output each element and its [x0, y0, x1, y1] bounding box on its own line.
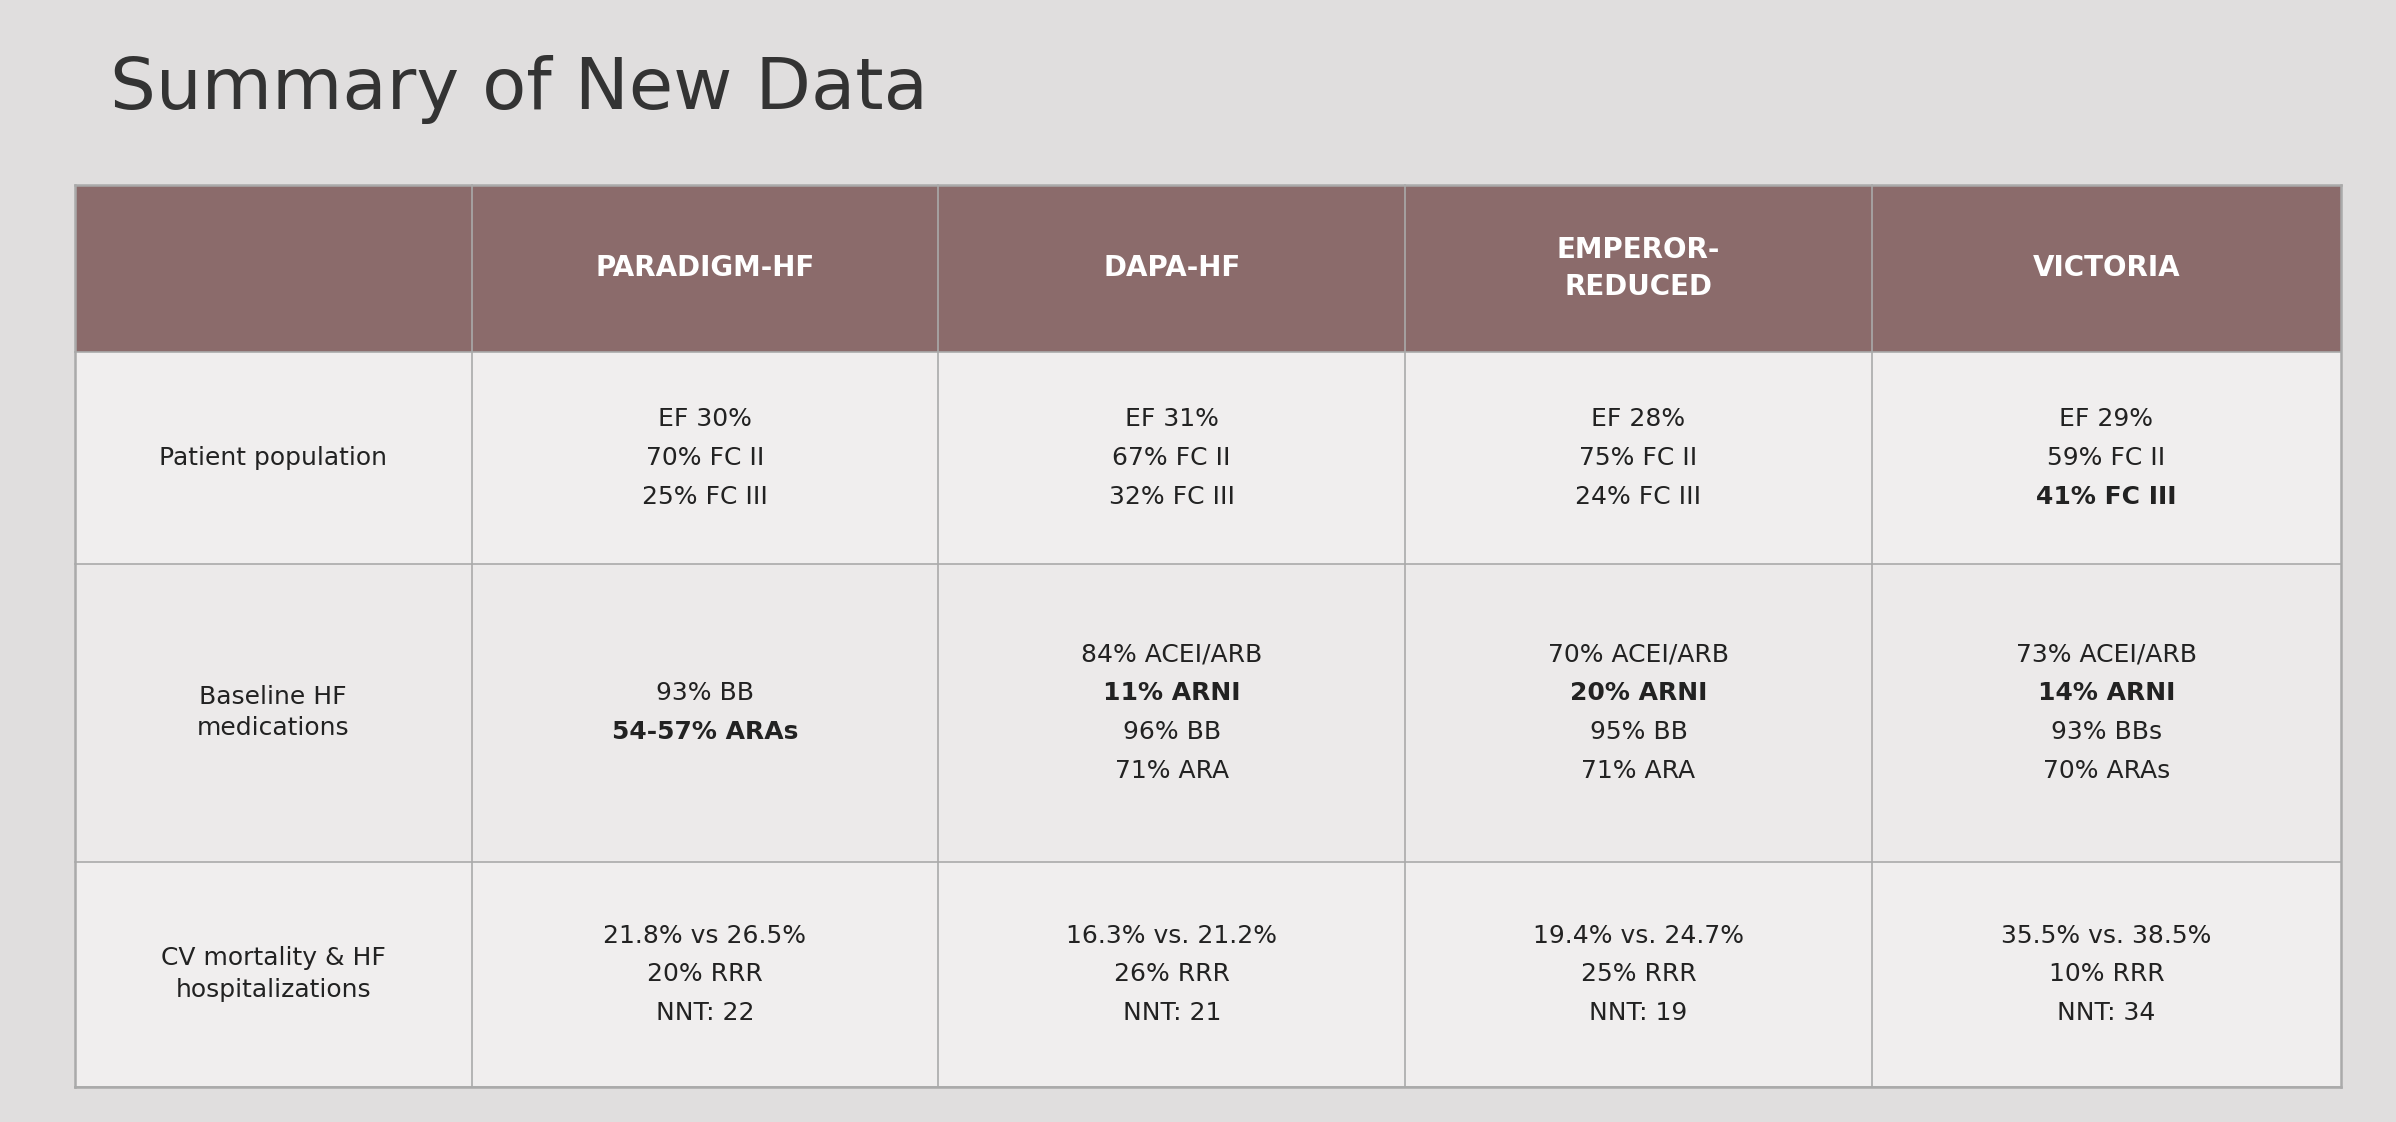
Text: 35.5% vs. 38.5%: 35.5% vs. 38.5%: [2001, 923, 2212, 947]
Text: 21.8% vs 26.5%: 21.8% vs 26.5%: [604, 923, 807, 947]
Text: 20% RRR: 20% RRR: [647, 963, 762, 986]
Text: DAPA-HF: DAPA-HF: [1102, 255, 1241, 283]
Bar: [74, 564, 2341, 862]
Text: 71% ARA: 71% ARA: [1581, 758, 1696, 783]
Text: 95% BB: 95% BB: [1589, 720, 1687, 744]
Text: 25% FC III: 25% FC III: [642, 485, 767, 508]
Text: Summary of New Data: Summary of New Data: [110, 55, 927, 125]
Text: 96% BB: 96% BB: [1124, 720, 1222, 744]
Text: CV mortality & HF
hospitalizations: CV mortality & HF hospitalizations: [161, 947, 386, 1002]
Text: 11% ARNI: 11% ARNI: [1102, 681, 1241, 706]
Text: EMPEROR-
REDUCED: EMPEROR- REDUCED: [1557, 236, 1720, 301]
Text: 73% ACEI/ARB: 73% ACEI/ARB: [2015, 643, 2197, 666]
Text: EF 31%: EF 31%: [1124, 407, 1220, 431]
Text: 54-57% ARAs: 54-57% ARAs: [611, 720, 798, 744]
Text: 24% FC III: 24% FC III: [1577, 485, 1701, 508]
Text: EF 29%: EF 29%: [2061, 407, 2154, 431]
Text: Baseline HF
medications: Baseline HF medications: [196, 684, 350, 741]
Text: EF 28%: EF 28%: [1591, 407, 1687, 431]
Text: 19.4% vs. 24.7%: 19.4% vs. 24.7%: [1533, 923, 1744, 947]
Bar: [74, 862, 2341, 1087]
Bar: [74, 185, 2341, 352]
Text: 16.3% vs. 21.2%: 16.3% vs. 21.2%: [1066, 923, 1277, 947]
Text: VICTORIA: VICTORIA: [2032, 255, 2180, 283]
Text: 84% ACEI/ARB: 84% ACEI/ARB: [1081, 643, 1263, 666]
Text: 25% RRR: 25% RRR: [1581, 963, 1696, 986]
Text: 14% ARNI: 14% ARNI: [2037, 681, 2176, 706]
Text: 93% BB: 93% BB: [657, 681, 755, 706]
Text: Patient population: Patient population: [158, 445, 388, 470]
Text: 20% ARNI: 20% ARNI: [1569, 681, 1708, 706]
Text: 70% FC II: 70% FC II: [647, 445, 764, 470]
Text: 71% ARA: 71% ARA: [1114, 758, 1229, 783]
Text: 93% BBs: 93% BBs: [2051, 720, 2161, 744]
Text: NNT: 19: NNT: 19: [1589, 1001, 1687, 1026]
Text: EF 30%: EF 30%: [659, 407, 752, 431]
Text: 59% FC II: 59% FC II: [2046, 445, 2166, 470]
Text: NNT: 34: NNT: 34: [2058, 1001, 2156, 1026]
Text: 32% FC III: 32% FC III: [1109, 485, 1234, 508]
Text: NNT: 22: NNT: 22: [657, 1001, 755, 1026]
Text: 67% FC II: 67% FC II: [1112, 445, 1232, 470]
Text: 70% ACEI/ARB: 70% ACEI/ARB: [1548, 643, 1730, 666]
Text: NNT: 21: NNT: 21: [1124, 1001, 1222, 1026]
Text: 26% RRR: 26% RRR: [1114, 963, 1229, 986]
Text: 41% FC III: 41% FC III: [2037, 485, 2176, 508]
Bar: [74, 352, 2341, 564]
Text: 70% ARAs: 70% ARAs: [2044, 758, 2171, 783]
Text: 75% FC II: 75% FC II: [1579, 445, 1699, 470]
Text: 10% RRR: 10% RRR: [2049, 963, 2164, 986]
Text: PARADIGM-HF: PARADIGM-HF: [594, 255, 815, 283]
